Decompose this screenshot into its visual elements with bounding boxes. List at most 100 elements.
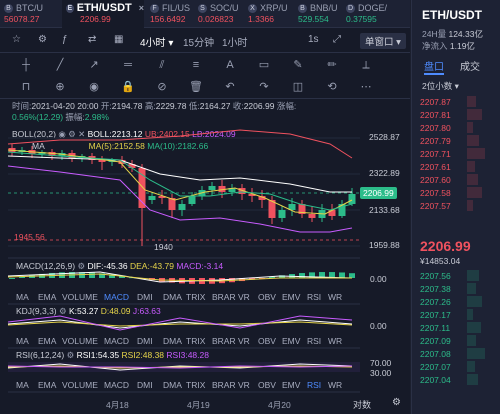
gear-icon[interactable]: ⚙ [77,261,86,271]
ask-price[interactable]: 2207.58 [420,188,451,198]
indicator-tab-dmi[interactable]: DMI [137,336,153,346]
timeframe-4h[interactable]: 4小时 ▾ [140,38,174,49]
compare-icon[interactable]: ⇄ [88,34,97,45]
indicator-tab-macd[interactable]: MACD [104,336,130,346]
indicator-tab-obv[interactable]: OBV [258,292,276,302]
indicator-tab-trix[interactable]: TRIX [186,292,206,302]
bid-price[interactable]: 2207.56 [420,271,451,281]
indicator-tab-obv[interactable]: OBV [258,336,276,346]
gear-icon[interactable]: ⚙ [59,306,67,316]
bid-price[interactable]: 2207.07 [420,362,451,372]
indicator-tab-ema[interactable]: EMA [38,336,57,346]
window-mode-button[interactable]: 单窗口 ▾ [360,33,406,49]
pencil-icon[interactable]: ✏ [327,59,337,71]
ask-price[interactable]: 2207.61 [420,162,451,172]
favorite-star-icon[interactable]: ☆ [12,34,21,45]
indicator-tab-ma[interactable]: MA [16,292,29,302]
settings-gear-icon[interactable]: ⚙ [38,34,47,45]
indicator-tab-trix[interactable]: TRIX [186,336,206,346]
indicator-tab-volume[interactable]: VOLUME [62,336,98,346]
indicator-tab-macd[interactable]: MACD [104,292,130,302]
bid-price[interactable]: 2207.17 [420,310,451,320]
channel-icon[interactable]: ⫽ [159,59,165,71]
indicator-fx-icon[interactable]: ƒ [62,34,68,45]
indicator-tab-dma[interactable]: DMA [163,292,182,302]
indicator-tab-emv[interactable]: EMV [282,380,301,390]
ticker-bnb[interactable]: B BNB/U 529.554 [298,0,342,28]
rect-icon[interactable]: ▭ [258,59,270,71]
brush-icon[interactable]: ✎ [293,59,303,71]
decimals-select[interactable]: 2位小数 ▾ [422,81,459,91]
trendline-icon[interactable]: ╱ [56,59,64,71]
timeframe-15m[interactable]: 15分钟 [183,38,215,49]
gear-icon[interactable]: ⚙ [66,350,75,360]
reset-icon[interactable]: ⟲ [327,81,337,93]
indicator-tab-rsi[interactable]: RSI [307,336,322,346]
ticker-xrp[interactable]: X XRP/U 1.3366 [248,0,292,28]
ask-price[interactable]: 2207.57 [420,201,451,211]
indicator-tab-dmi[interactable]: DMI [137,292,153,302]
indicator-tab-vr[interactable]: VR [238,380,250,390]
indicator-tab-ema[interactable]: EMA [38,292,57,302]
ticker-soc[interactable]: S SOC/U 0.026823 [198,0,242,28]
eye-icon[interactable]: ◉ [58,129,66,139]
indicator-tab-ma[interactable]: MA [16,380,29,390]
indicator-tab-dmi[interactable]: DMI [137,380,153,390]
log-scale-toggle[interactable]: 对数 [353,400,372,410]
ask-price[interactable]: 2207.81 [420,110,451,120]
ask-price[interactable]: 2207.80 [420,123,451,133]
bid-price[interactable]: 2207.09 [420,336,451,346]
ticker-eth[interactable]: E ETH/USDT × 2206.99 [62,0,144,28]
ticker-btc[interactable]: B BTC/U 56078.27 [4,0,60,28]
bid-price[interactable]: 2207.08 [420,349,451,359]
hide-icon[interactable]: ⊘ [157,81,167,93]
close-icon[interactable]: ✕ [78,129,86,139]
magnet-icon[interactable]: ⊓ [21,81,31,93]
chart-settings-icon[interactable]: ⚙ [392,397,401,408]
text-icon[interactable]: A [226,59,234,71]
indicator-tab-ema[interactable]: EMA [38,380,57,390]
indicator-tab-trix[interactable]: TRIX [186,380,206,390]
undo-icon[interactable]: ↶ [225,81,235,93]
indicator-tab-emv[interactable]: EMV [282,292,301,302]
candlestick-chart[interactable] [0,100,410,400]
tab-trades[interactable]: 成交 [460,62,480,73]
layout-icon[interactable]: ▦ [114,34,124,45]
hline-icon[interactable]: ═ [124,59,132,71]
indicator-tab-brar[interactable]: BRAR [212,292,236,302]
redo-icon[interactable]: ↷ [259,81,269,93]
bid-price[interactable]: 2207.38 [420,284,451,294]
ticker-doge[interactable]: D DOGE/ 0.37595 [346,0,406,28]
zoom-in-icon[interactable]: ⊕ [55,81,65,93]
tab-orderbook[interactable]: 盘口 [424,58,444,75]
interval-label[interactable]: 1s [308,34,319,45]
trash-icon[interactable]: 🗑 [189,81,203,93]
ask-price[interactable]: 2207.79 [420,136,451,146]
close-icon[interactable]: × [138,3,144,13]
bid-price[interactable]: 2207.26 [420,297,451,307]
lock-icon[interactable]: 🔒 [121,81,135,93]
fib-icon[interactable]: ≡ [192,59,200,71]
indicator-tab-rsi[interactable]: RSI [307,292,322,302]
ask-price[interactable]: 2207.60 [420,175,451,185]
indicator-tab-volume[interactable]: VOLUME [62,292,98,302]
fullscreen-icon[interactable]: ⤢ [333,34,341,45]
indicator-tab-vr[interactable]: VR [238,292,250,302]
camera-icon[interactable]: ◫ [292,81,304,93]
ask-price[interactable]: 2207.71 [420,149,451,159]
eye-icon[interactable]: ◉ [89,81,99,93]
bid-price[interactable]: 2207.11 [420,323,451,333]
more-icon[interactable]: ⋯ [360,81,372,93]
timeframe-1h[interactable]: 1小时 [222,38,248,49]
indicator-tab-wr[interactable]: WR [328,292,343,302]
gear-icon[interactable]: ⚙ [68,129,76,139]
indicator-tab-brar[interactable]: BRAR [212,380,236,390]
ray-icon[interactable]: ↗ [89,59,99,71]
indicator-tab-vr[interactable]: VR [238,336,250,346]
indicator-tab-dma[interactable]: DMA [163,336,182,346]
bid-price[interactable]: 2207.04 [420,375,451,385]
indicator-tab-wr[interactable]: WR [328,380,343,390]
indicator-tab-dma[interactable]: DMA [163,380,182,390]
indicator-tab-emv[interactable]: EMV [282,336,301,346]
crosshair-icon[interactable]: ┼ [22,59,30,71]
